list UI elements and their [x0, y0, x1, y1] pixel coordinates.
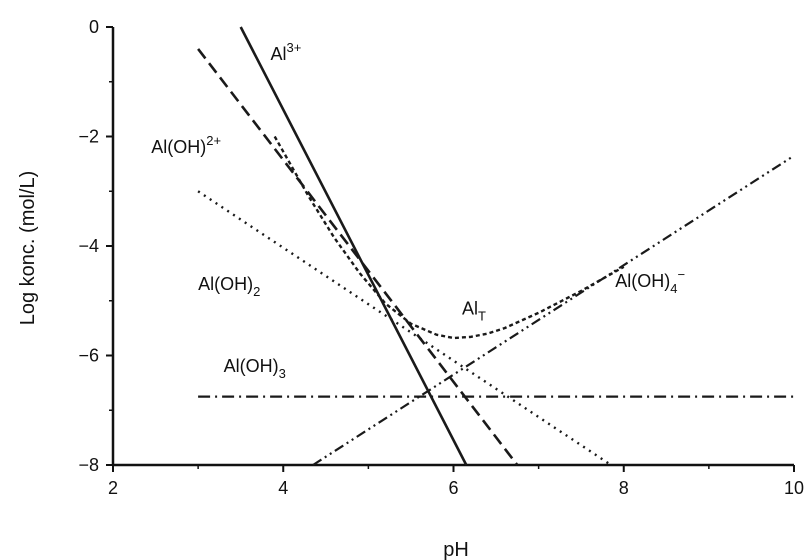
series-al3	[241, 27, 467, 465]
y-tick-label: 0	[89, 17, 99, 37]
x-tick-label: 10	[784, 478, 804, 498]
series-lines	[198, 27, 794, 465]
x-tick-label: 2	[108, 478, 118, 498]
species-labels: Al3+ Al(OH)2+ Al(OH)2 AlT Al(OH)4− Al(OH)3	[151, 40, 685, 381]
y-tick-label: −4	[78, 236, 99, 256]
x-tick-label: 4	[278, 478, 288, 498]
y-axis-title: Log konc. (mol/L)	[17, 171, 39, 326]
y-tick-label: −2	[78, 127, 99, 147]
label-alt: AlT	[462, 298, 486, 323]
y-tick-label: −8	[78, 455, 99, 475]
label-al-oh-4: Al(OH)4−	[615, 267, 685, 296]
label-al-oh-2: Al(OH)2	[198, 274, 260, 299]
series-al-oh-4	[313, 156, 794, 465]
label-al-oh-3: Al(OH)3	[224, 356, 286, 381]
x-axis-title: pH	[443, 539, 469, 560]
label-al-oh-2: Al(OH)2+	[151, 133, 221, 157]
axes: 2 4 6 8 10 0 −2 −4 −6 −8	[78, 17, 804, 498]
series-al-oh-2	[198, 49, 517, 465]
series-al-oh-2	[198, 191, 611, 465]
x-tick-label: 8	[619, 478, 629, 498]
label-al3: Al3+	[270, 40, 301, 64]
y-tick-label: −6	[78, 346, 99, 366]
series-alt	[275, 137, 624, 339]
x-tick-label: 6	[448, 478, 458, 498]
